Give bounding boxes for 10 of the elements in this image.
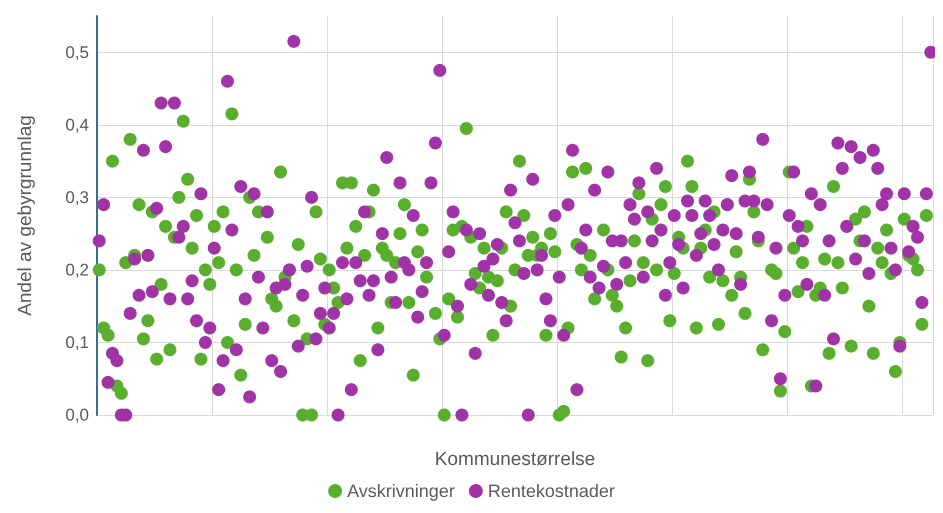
y-tick-label: 0,4	[65, 115, 89, 134]
y-axis-title: Andel av gebyrgrunnlag	[15, 115, 36, 316]
y-tick-label: 0,0	[65, 406, 89, 424]
y-tick-label: 0,3	[65, 188, 89, 207]
legend-label: Avskrivninger	[347, 481, 455, 501]
x-axis-title: Kommunestørrelse	[434, 449, 596, 470]
y-tick-label: 0,2	[65, 260, 89, 280]
y-tick-label: 0,5	[65, 42, 89, 62]
legend-label: Rentekostnader	[488, 481, 615, 501]
y-tick-label: 0,1	[65, 332, 89, 352]
